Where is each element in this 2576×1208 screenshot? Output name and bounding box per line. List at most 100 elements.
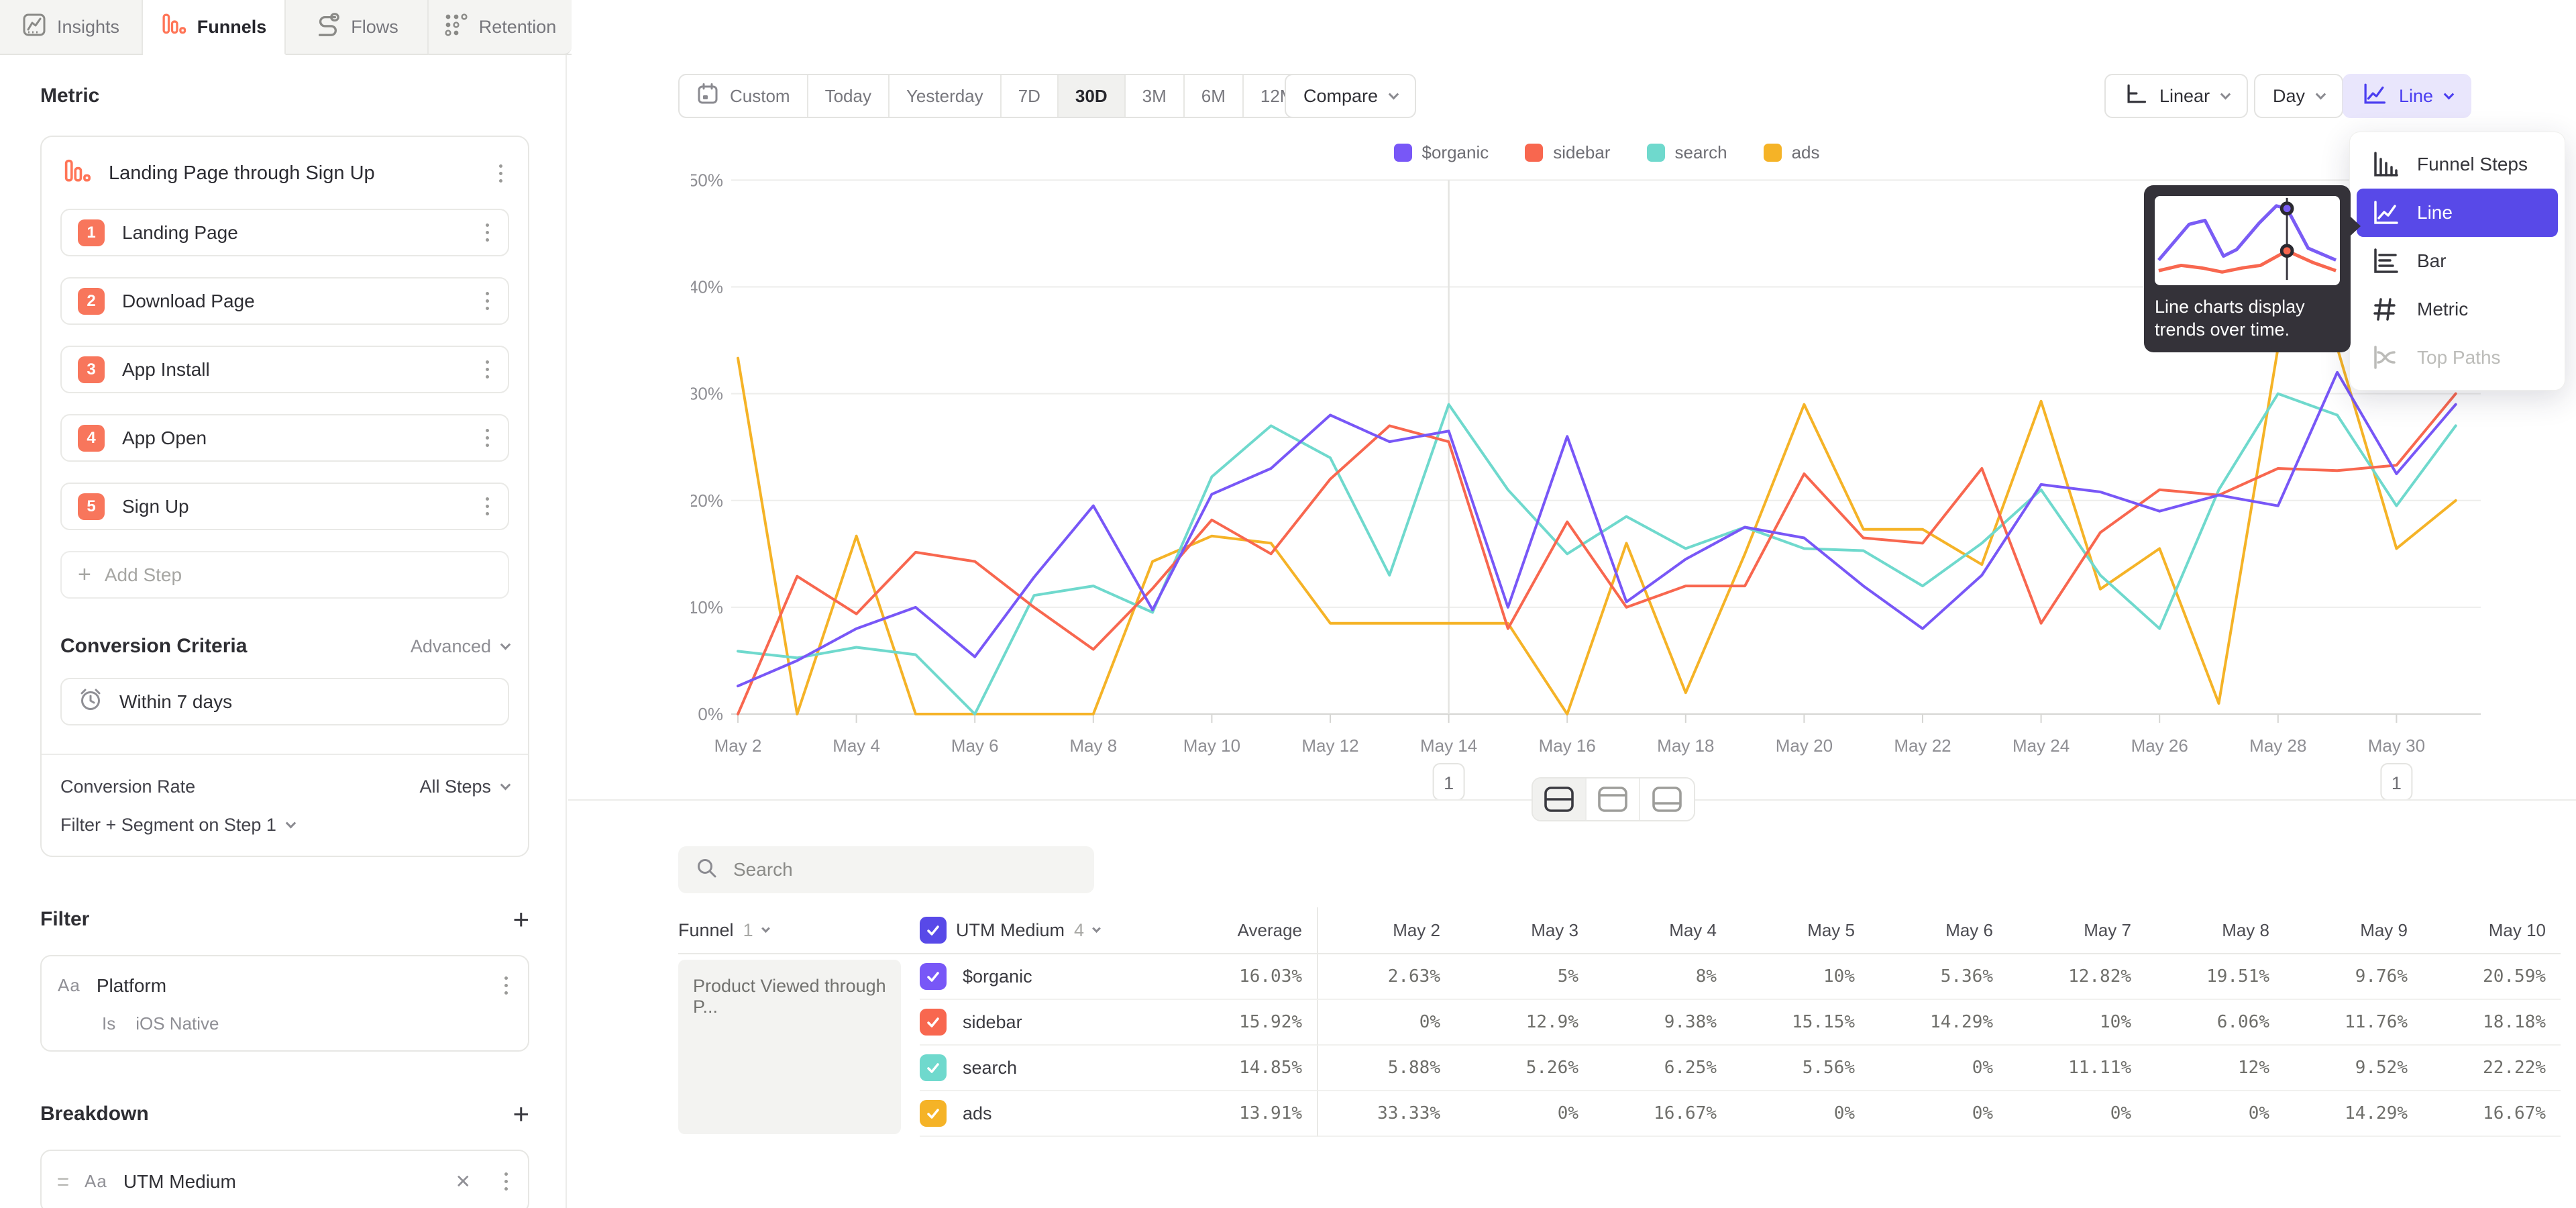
table-only-view-button[interactable] [1640,778,1694,820]
breakdown-card-utm-medium[interactable]: Aa UTM Medium ✕ [40,1150,529,1208]
average-column-header[interactable]: Average [1108,907,1317,954]
funnel-step-card[interactable]: 2 Download Page [60,277,509,325]
date-column-header[interactable]: May 8 [2146,907,2284,954]
query-builder-sidebar: Metric Landing Page through Sign Up 1 Lan… [0,55,567,1208]
range-label: Yesterday [906,85,983,106]
split-view-button[interactable] [1533,778,1587,820]
add-step-button[interactable]: + Add Step [60,551,509,599]
range-30d[interactable]: 30D [1058,75,1126,117]
tab-funnels[interactable]: Funnels [143,0,286,55]
date-column-header[interactable]: May 10 [2422,907,2561,954]
legend-swatch [1646,144,1665,162]
date-column-header[interactable]: May 4 [1593,907,1731,954]
funnel-step-card[interactable]: 3 App Install [60,346,509,393]
conversion-window-button[interactable]: Within 7 days [60,678,509,725]
scale-dropdown[interactable]: Linear [2104,74,2249,118]
date-column-header[interactable]: May 2 [1317,907,1455,954]
date-column-header[interactable]: May 5 [1731,907,1870,954]
metric-icon [2370,295,2400,324]
filter-kebab-icon[interactable] [500,972,512,999]
add-breakdown-button[interactable]: + [513,1098,529,1129]
funnel-group-cell: Product Viewed through P... [678,954,920,1137]
filter-segment-dropdown[interactable]: Filter + Segment on Step 1 [60,815,509,836]
step-kebab-icon[interactable] [482,219,493,246]
step-label: Landing Page [122,221,238,243]
date-column-label: May 5 [1807,919,1855,940]
date-column-header[interactable]: May 6 [1870,907,2008,954]
menu-item-line[interactable]: Line [2357,189,2558,237]
range-3m[interactable]: 3M [1126,75,1185,117]
select-all-checkbox[interactable] [920,917,947,944]
conversion-window-label: Within 7 days [119,691,233,712]
svg-text:May 26: May 26 [2131,736,2188,756]
filter-property-name: Platform [96,974,167,996]
report-type-tabs: Insights Funnels Flows Retention [0,0,572,55]
search-icon [696,857,718,883]
funnel-selector-dropdown[interactable]: Funnel 1 [678,920,770,941]
menu-item-bar[interactable]: Bar [2357,237,2558,285]
average-value: 14.85% [1108,1046,1317,1091]
funnel-step-card[interactable]: 4 App Open [60,414,509,462]
range-7d[interactable]: 7D [1002,75,1059,117]
date-column-header[interactable]: May 3 [1455,907,1593,954]
metric-kebab-icon[interactable] [495,160,506,187]
filter-operator: Is [102,1013,116,1034]
legend-item-organic[interactable]: $organic [1393,142,1489,163]
step-kebab-icon[interactable] [482,425,493,451]
tab-flows[interactable]: Flows [286,0,429,55]
step-kebab-icon[interactable] [482,288,493,314]
menu-item-funnel-steps[interactable]: Funnel Steps [2357,140,2558,189]
table-cell-value: 5.88% [1317,1046,1455,1091]
table-cell-value: 11.11% [2008,1046,2146,1091]
svg-text:May 2: May 2 [714,736,762,756]
insights-icon [22,13,46,42]
segment-name: ads [963,1103,992,1123]
legend-item-ads[interactable]: ads [1763,142,1819,163]
advanced-dropdown[interactable]: Advanced [411,636,511,657]
remove-breakdown-icon[interactable]: ✕ [455,1171,471,1192]
range-today[interactable]: Today [808,75,890,117]
menu-item-metric[interactable]: Metric [2357,285,2558,334]
table-cell-value: 5.56% [1731,1046,1870,1091]
compare-button[interactable]: Compare [1285,74,1417,118]
add-filter-button[interactable]: + [513,903,529,935]
breakdown-selector-dropdown[interactable]: UTM Medium 4 [920,917,1101,944]
row-checkbox[interactable] [920,1054,947,1081]
step-kebab-icon[interactable] [482,493,493,519]
flows-icon [315,12,340,42]
range-6m[interactable]: 6M [1185,75,1244,117]
step-kebab-icon[interactable] [482,356,493,383]
drag-handle-icon[interactable] [58,1177,68,1186]
tab-insights[interactable]: Insights [0,0,143,55]
funnel-step-card[interactable]: 1 Landing Page [60,209,509,256]
table-cell-value: 9.76% [2284,954,2422,1000]
range-label: 3M [1142,85,1167,106]
table-cell-value: 20.59% [2422,954,2561,1000]
table-cell-value: 0% [1317,1000,1455,1046]
calendar-icon [696,83,719,110]
row-checkbox[interactable] [920,1100,947,1127]
row-checkbox[interactable] [920,963,947,990]
range-yesterday[interactable]: Yesterday [890,75,1002,117]
legend-item-sidebar[interactable]: sidebar [1525,142,1611,163]
interval-dropdown[interactable]: Day [2254,74,2344,118]
tab-retention[interactable]: Retention [429,0,572,55]
date-column-header[interactable]: May 9 [2284,907,2422,954]
search-input[interactable] [733,859,1077,880]
date-column-header[interactable]: May 7 [2008,907,2146,954]
breakdown-kebab-icon[interactable] [500,1168,512,1195]
conversion-rate-scope-dropdown[interactable]: All Steps [419,776,511,797]
table-cell-value: 5% [1455,954,1593,1000]
chart-only-view-button[interactable] [1587,778,1640,820]
funnel-trend-chart: 0% 10% 20% 30% 40% 50% May 2 May 4 May 6 May 8 May… [688,161,2509,832]
legend-label: sidebar [1553,142,1611,162]
legend-item-search[interactable]: search [1646,142,1727,163]
svg-text:May 28: May 28 [2249,736,2306,756]
chart-type-dropdown[interactable]: Line [2343,74,2472,118]
funnel-step-card[interactable]: 5 Sign Up [60,483,509,530]
row-checkbox[interactable] [920,1009,947,1036]
svg-text:May 14: May 14 [1420,736,1477,756]
range-custom[interactable]: Custom [680,75,808,117]
filter-card-platform[interactable]: Aa Platform Is iOS Native [40,955,529,1052]
